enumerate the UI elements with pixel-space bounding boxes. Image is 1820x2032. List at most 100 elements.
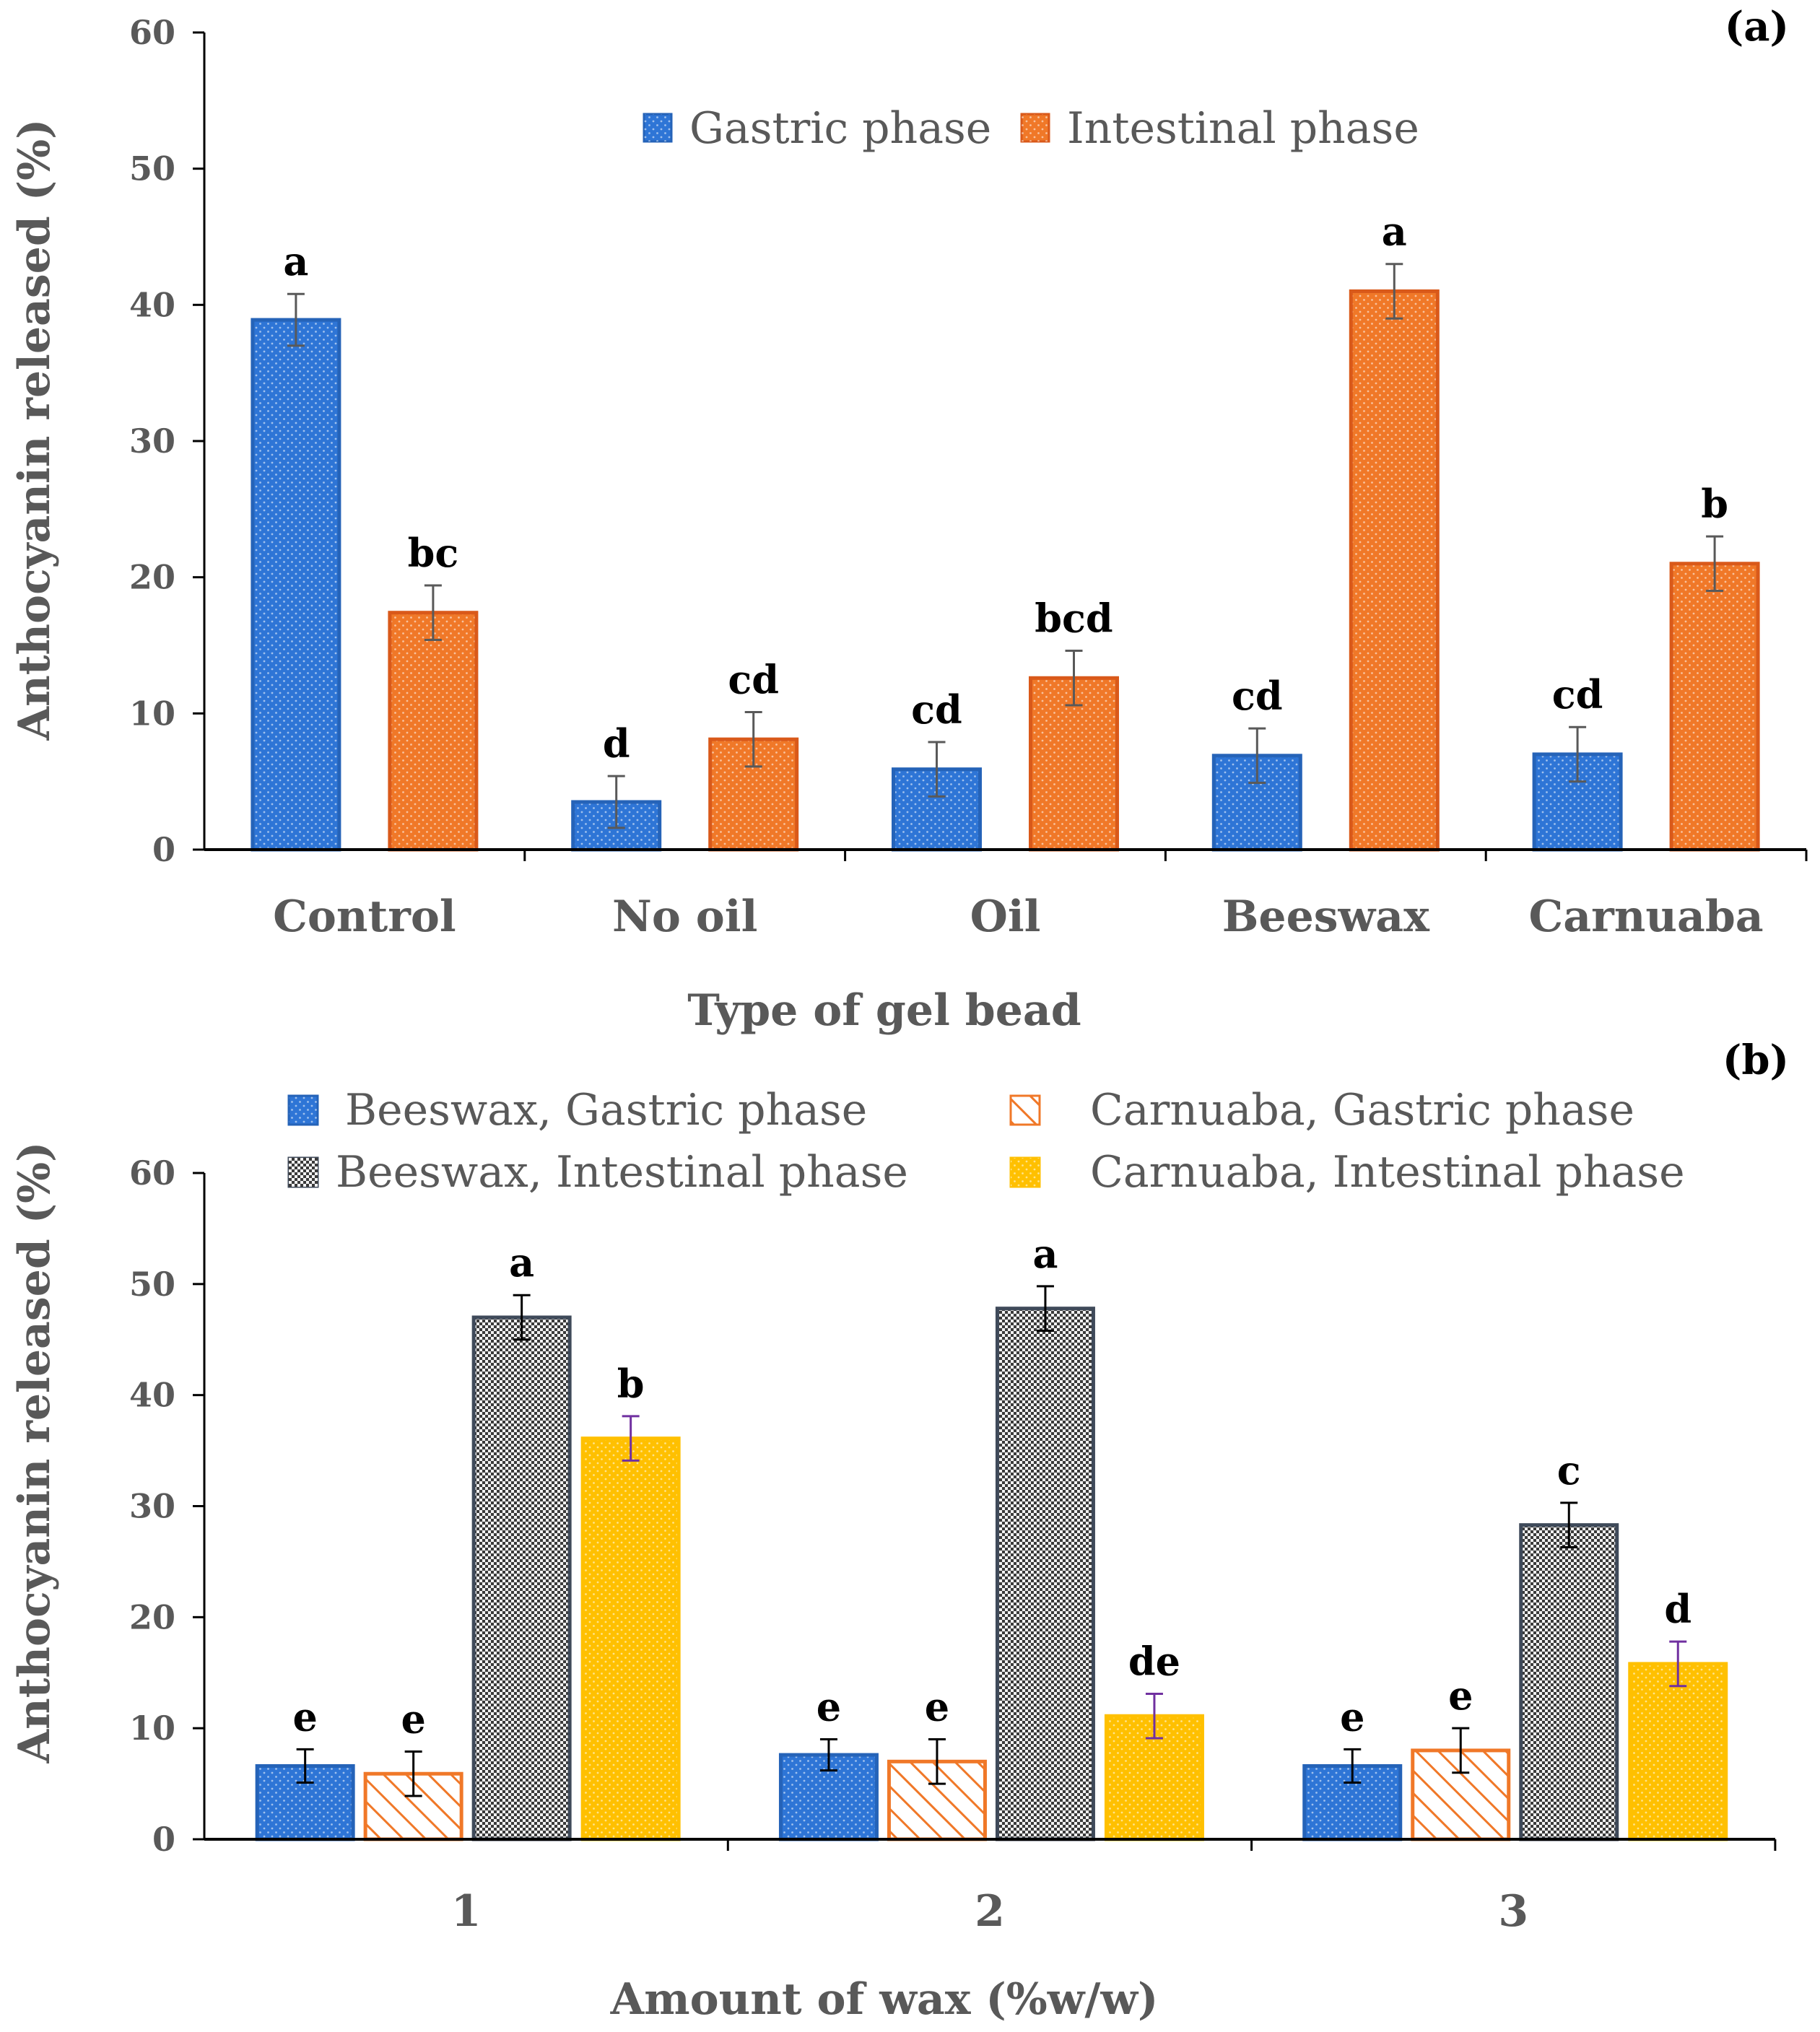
- significance-letter: bcd: [1035, 596, 1113, 642]
- bar-pattern: [1520, 1525, 1617, 1839]
- y-tick-label: 60: [129, 1154, 175, 1192]
- significance-letter: e: [292, 1693, 317, 1740]
- bar-pattern: [474, 1317, 570, 1839]
- legend-label-carnuaba-intestinal: Carnuaba, Intestinal phase: [1090, 1147, 1685, 1198]
- significance-letter: d: [1664, 1586, 1691, 1632]
- panel-a-label: (a): [1725, 3, 1789, 51]
- bar-carnuaba-gastric-phase-3: e: [1411, 1673, 1511, 1841]
- significance-letter: cd: [1552, 671, 1603, 718]
- bar-beeswax-intestinal-phase-3: c: [1519, 1447, 1619, 1841]
- significance-letter: a: [1032, 1231, 1058, 1277]
- legend-label-carnuaba-gastric: Carnuaba, Gastric phase: [1090, 1085, 1634, 1135]
- legend-swatch-pattern: [1011, 1096, 1040, 1125]
- bar-beeswax-gastric-phase-2: e: [778, 1684, 879, 1841]
- legend-swatch-pattern: [289, 1096, 318, 1125]
- bar-intestinal-phase-beeswax: a: [1349, 209, 1440, 852]
- category-label-beeswax: Beeswax: [1222, 891, 1430, 942]
- bar-gastric-phase-beeswax: cd: [1211, 673, 1302, 852]
- panel-b-axes: [203, 1173, 1777, 1851]
- bar-intestinal-phase-no-oil: cd: [708, 656, 799, 852]
- significance-letter: de: [1128, 1638, 1180, 1684]
- category-label-oil: Oil: [970, 891, 1041, 942]
- panel-a-x-axis-title: Type of gel bead: [687, 985, 1081, 1036]
- category-label-carnuaba: Carnuaba: [1528, 891, 1763, 942]
- legend-label-intestinal-phase: Intestinal phase: [1067, 103, 1419, 154]
- significance-letter: a: [509, 1239, 534, 1286]
- legend-swatch-pattern: [1011, 1158, 1040, 1187]
- bar-intestinal-phase-oil: bcd: [1029, 596, 1119, 852]
- significance-letter: d: [603, 720, 630, 767]
- bar-carnuaba-intestinal-phase-2: de: [1104, 1638, 1204, 1841]
- significance-letter: cd: [728, 656, 779, 702]
- y-tick-label: 10: [129, 1709, 175, 1748]
- y-tick-label: 50: [129, 1265, 175, 1304]
- bar-carnuaba-gastric-phase-2: e: [887, 1684, 987, 1841]
- bar-beeswax-intestinal-phase-2: a: [995, 1231, 1095, 1841]
- bar-intestinal-phase-carnuaba: b: [1669, 481, 1760, 852]
- significance-letter: e: [1448, 1673, 1473, 1719]
- bar-carnuaba-intestinal-phase-3: d: [1628, 1586, 1728, 1841]
- bar-pattern: [583, 1438, 679, 1839]
- significance-letter: bc: [408, 530, 459, 576]
- category-label-3: 3: [1498, 1886, 1528, 1937]
- y-tick-label: 0: [152, 830, 175, 869]
- significance-letter: e: [817, 1684, 841, 1730]
- bar-carnuaba-gastric-phase-1: e: [363, 1696, 463, 1841]
- panel-a-legend: Gastric phase Intestinal phase: [643, 103, 1419, 154]
- significance-letter: a: [283, 238, 308, 284]
- panel-b-bars: e e e e e e a a c b de d: [255, 1231, 1728, 1841]
- y-tick-label: 20: [129, 1597, 175, 1636]
- bar-beeswax-gastric-phase-3: e: [1302, 1693, 1403, 1841]
- panel-b-legend: Beeswax, Gastric phase Carnuaba, Gastric…: [287, 1085, 1685, 1198]
- bar-beeswax-intestinal-phase-1: a: [471, 1239, 572, 1841]
- bar-pattern: [1671, 563, 1759, 850]
- legend-swatch-pattern: [1022, 114, 1049, 141]
- y-tick-label: 40: [129, 1376, 175, 1415]
- bar-pattern: [389, 612, 476, 850]
- panel-a-y-ticks: 0 10 20 30 40 50 60: [129, 13, 204, 869]
- panel-b-y-axis-title: Anthocyanin released (%): [9, 1142, 60, 1764]
- bar-gastric-phase-carnuaba: cd: [1532, 671, 1623, 852]
- bar-pattern: [252, 320, 339, 850]
- panel-a-y-axis-title: Anthocyanin released (%): [9, 119, 60, 741]
- bar-beeswax-gastric-phase-1: e: [255, 1693, 355, 1841]
- bar-pattern: [1629, 1663, 1726, 1839]
- category-label-no-oil: No oil: [612, 891, 757, 942]
- panel-b-label: (b): [1723, 1037, 1789, 1084]
- bar-gastric-phase-oil: cd: [892, 686, 982, 852]
- y-tick-label: 60: [129, 13, 175, 52]
- panel-a-category-labels: Control No oil Oil Beeswax Carnuaba: [273, 891, 1764, 942]
- legend-label-gastric-phase: Gastric phase: [689, 103, 991, 154]
- category-label-1: 1: [451, 1886, 482, 1937]
- y-tick-label: 50: [129, 149, 175, 188]
- bar-intestinal-phase-control: bc: [388, 530, 479, 852]
- panel-a-bars: a d cd cd cd bc cd bcd a b: [251, 209, 1760, 852]
- significance-letter: cd: [1232, 673, 1283, 719]
- bar-pattern: [1351, 291, 1438, 850]
- bar-pattern: [997, 1308, 1094, 1839]
- bar-gastric-phase-no-oil: d: [571, 720, 662, 852]
- significance-letter: b: [1701, 481, 1728, 527]
- bar-pattern: [1030, 678, 1118, 850]
- y-tick-label: 0: [152, 1820, 175, 1859]
- category-label-2: 2: [975, 1886, 1005, 1937]
- legend-swatch-pattern: [644, 114, 671, 141]
- y-tick-label: 40: [129, 285, 175, 324]
- y-tick-label: 30: [129, 1487, 175, 1526]
- significance-letter: e: [401, 1696, 425, 1742]
- panel-a-axes: [203, 32, 1808, 861]
- category-label-control: Control: [273, 891, 456, 942]
- bar-carnuaba-intestinal-phase-1: b: [580, 1361, 681, 1841]
- legend-swatch-pattern: [289, 1158, 318, 1187]
- significance-letter: cd: [911, 686, 962, 733]
- panel-b-x-axis-title: Amount of wax (%w/w): [610, 1974, 1159, 2025]
- panel-a: (a) Anthocyanin released (%) Type of gel…: [9, 3, 1808, 1036]
- panel-b-y-ticks: 0 10 20 30 40 50 60: [129, 1154, 204, 1859]
- legend-label-beeswax-intestinal: Beeswax, Intestinal phase: [336, 1147, 908, 1198]
- significance-letter: c: [1557, 1447, 1581, 1494]
- significance-letter: e: [1340, 1693, 1364, 1740]
- significance-letter: b: [617, 1361, 645, 1407]
- y-tick-label: 30: [129, 422, 175, 461]
